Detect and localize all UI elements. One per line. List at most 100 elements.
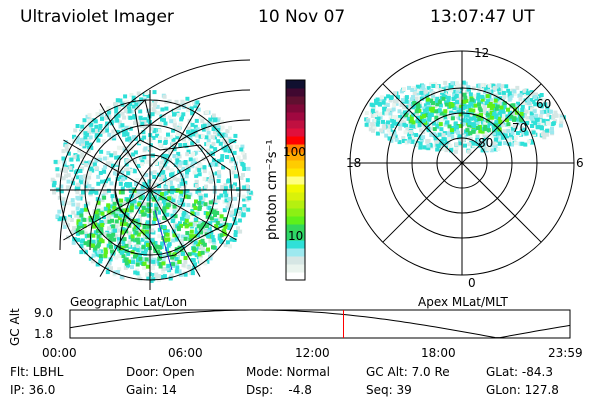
colorbar-swatch: [286, 152, 305, 161]
left-map-emission: [134, 230, 139, 235]
left-map-emission: [198, 244, 203, 249]
left-map-emission: [213, 198, 217, 203]
right-map-emission: [534, 92, 538, 97]
left-map-emission: [205, 229, 210, 234]
right-map-emission: [404, 140, 409, 145]
left-map-emission: [79, 194, 84, 199]
left-map-emission: [223, 183, 228, 188]
outer-latitude-arc: [89, 89, 251, 251]
left-map-emission: [223, 243, 228, 248]
right-map-emission: [507, 93, 512, 98]
left-map-emission: [109, 181, 114, 186]
left-map-emission: [160, 171, 165, 176]
left-map-emission: [81, 238, 85, 243]
right-map-emission: [522, 127, 527, 132]
left-map-emission: [146, 197, 151, 202]
left-map-emission: [186, 195, 191, 200]
left-map-emission: [99, 227, 104, 232]
left-map-emission: [100, 211, 105, 216]
left-map-emission: [193, 124, 198, 129]
left-map-emission: [80, 166, 85, 171]
right-map-emission: [444, 120, 449, 125]
left-map-emission: [93, 119, 98, 124]
right-map-emission: [456, 103, 461, 108]
left-map-emission: [102, 156, 107, 161]
right-map-emission: [365, 119, 370, 124]
right-map-emission: [433, 136, 438, 141]
left-map-emission: [114, 213, 119, 218]
right-map-emission: [388, 116, 393, 121]
left-map-emission: [195, 133, 199, 138]
right-map-emission: [446, 131, 451, 136]
left-map-emission: [110, 194, 115, 199]
right-map-emission: [444, 148, 449, 153]
right-map-emission: [503, 133, 508, 138]
left-map-emission: [128, 182, 133, 187]
left-map-emission: [172, 176, 177, 181]
right-map-emission: [435, 84, 439, 89]
right-map-emission: [426, 104, 431, 108]
left-map-emission: [140, 229, 145, 234]
left-map-emission: [140, 209, 145, 214]
left-map-emission: [120, 227, 125, 231]
left-map-emission: [97, 250, 102, 255]
left-map-emission: [137, 202, 142, 207]
left-map-emission: [92, 162, 97, 167]
left-map-emission: [119, 175, 123, 180]
right-map-emission: [423, 103, 428, 108]
right-map-emission: [497, 141, 502, 146]
right-map-emission: [447, 93, 452, 98]
left-map-emission: [157, 184, 162, 188]
left-map-emission: [183, 259, 188, 264]
left-map-emission: [120, 230, 125, 235]
left-map-emission: [201, 197, 206, 202]
orbit-plot-frame: [69, 309, 571, 339]
right-map-emission: [416, 115, 420, 120]
left-map-emission: [103, 250, 108, 255]
orbit-xtick: 00:00: [42, 346, 77, 360]
right-map-emission: [402, 122, 407, 127]
left-map-emission: [128, 138, 133, 143]
right-map-emission: [406, 116, 411, 121]
right-map-emission: [409, 118, 414, 123]
right-map-emission: [530, 92, 535, 97]
right-map-emission: [441, 96, 446, 101]
right-map-emission: [452, 106, 457, 111]
left-map-emission: [218, 141, 223, 146]
left-map-emission: [115, 172, 119, 176]
right-map-emission: [429, 98, 434, 103]
left-map-emission: [142, 155, 147, 160]
left-map-emission: [128, 126, 133, 131]
right-map-emission: [489, 98, 493, 103]
left-map-emission: [234, 171, 239, 176]
left-map-emission: [73, 170, 78, 175]
left-map-emission: [127, 109, 132, 114]
left-map-emission: [76, 202, 81, 207]
right-map-emission: [515, 85, 520, 90]
left-map-emission: [134, 102, 139, 107]
right-map-emission: [521, 101, 526, 105]
left-map-emission: [117, 228, 122, 233]
left-map-emission: [125, 132, 130, 137]
right-map-emission: [532, 109, 537, 114]
lat-70: 70: [512, 121, 528, 135]
left-map-emission: [159, 196, 164, 201]
left-map-emission: [216, 159, 221, 164]
left-map-emission: [126, 223, 131, 228]
left-map-emission: [74, 213, 79, 218]
longitude-line: [149, 189, 237, 241]
left-map-emission: [173, 126, 178, 131]
left-map-emission: [220, 154, 225, 159]
left-map-emission: [138, 139, 143, 144]
left-map-emission: [175, 265, 180, 270]
left-map-emission: [114, 255, 119, 260]
left-map-emission: [87, 129, 91, 134]
right-map-emission: [471, 122, 476, 127]
left-map-emission: [217, 170, 221, 175]
right-map-emission: [381, 100, 386, 105]
right-map-emission: [376, 120, 381, 125]
right-map-emission: [438, 103, 443, 108]
left-map-emission: [94, 124, 99, 129]
right-map-emission: [404, 116, 408, 121]
left-map-emission: [94, 165, 99, 170]
